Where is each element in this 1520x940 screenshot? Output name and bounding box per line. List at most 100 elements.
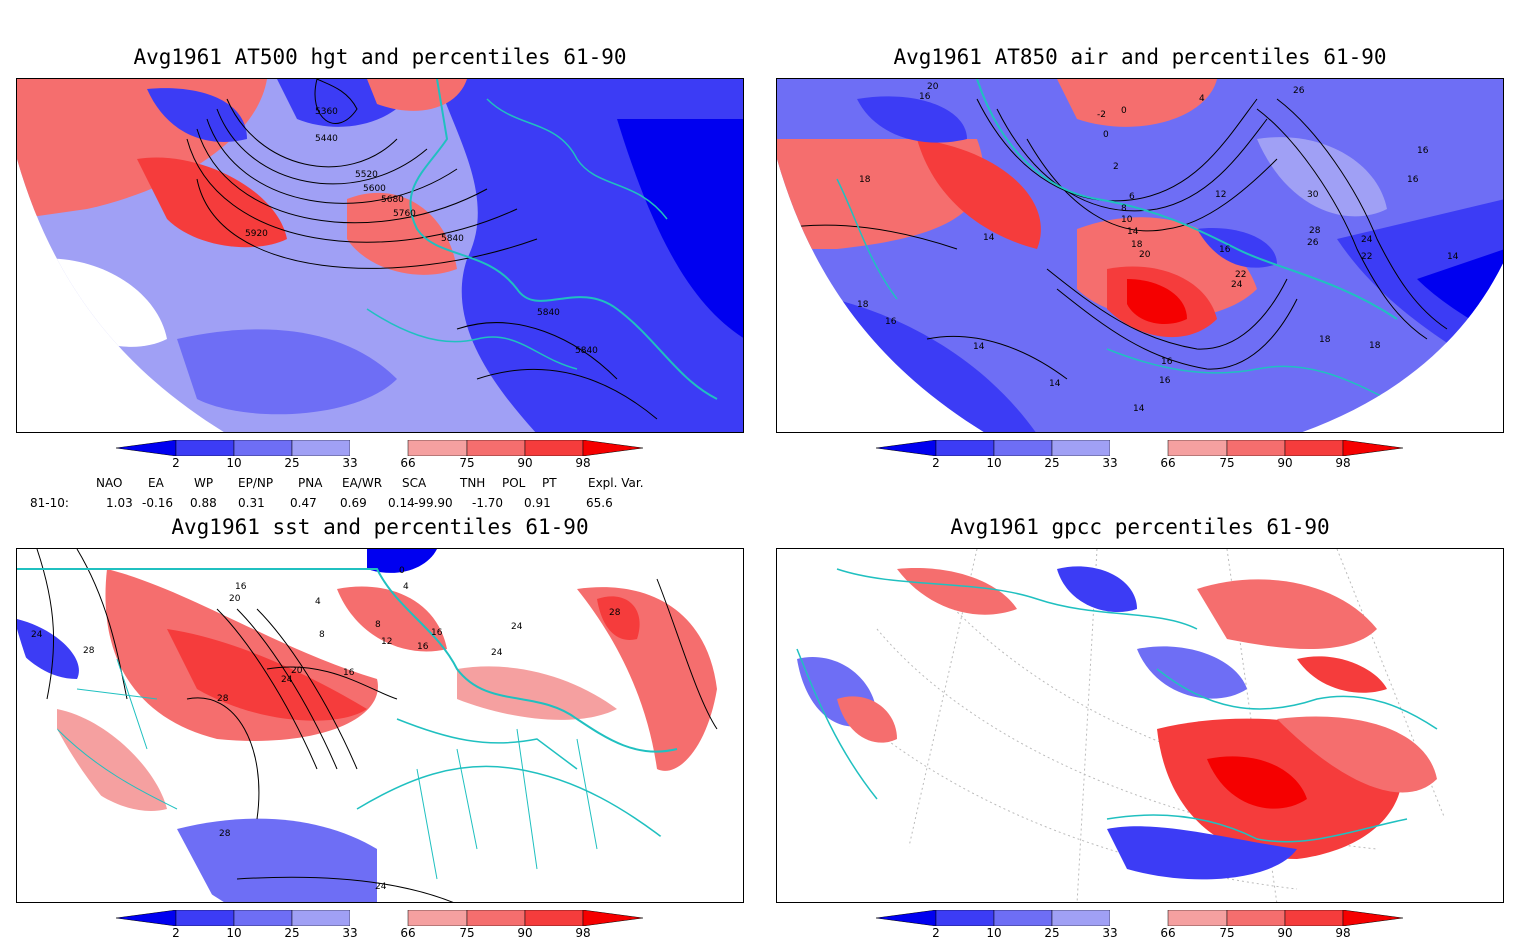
contour-label: 20 [927, 82, 939, 92]
coastline [17, 568, 678, 753]
index-value: 0.31 [238, 496, 265, 510]
contour-label: 2 [1113, 162, 1119, 172]
contour-label: 0 [399, 566, 405, 576]
map-hgt-svg: 5360 5440 5520 5600 5680 5760 5840 5920 … [17, 79, 743, 432]
contour-label: 14 [983, 233, 995, 243]
contour-line [1276, 98, 1448, 330]
colorbar-segment [935, 439, 995, 457]
contour-label: 22 [1361, 252, 1372, 262]
panel-title-sst: Avg1961 sst and percentiles 61-90 [171, 515, 589, 539]
contour-label: 8 [375, 620, 381, 630]
colorbar-label: 90 [517, 926, 533, 940]
colorbar-segment [175, 439, 235, 457]
percentile-field [1257, 137, 1387, 217]
contour-line [196, 128, 488, 224]
percentile-field [57, 709, 167, 811]
index-table: NAO EA WP EP/NP PNA EA/WR SCA TNH POL PT… [30, 476, 730, 514]
index-header: TNH [460, 476, 486, 490]
index-header: Expl. Var. [588, 476, 644, 490]
index-value: -99.90 [414, 496, 453, 510]
colorbar-segment [993, 439, 1053, 457]
colorbar-svg [115, 439, 644, 457]
contour-label: 18 [857, 300, 869, 310]
index-header: EA [148, 476, 164, 490]
contour-label: 14 [1127, 227, 1139, 237]
index-header: PNA [298, 476, 323, 490]
contour-label: 24 [281, 675, 293, 685]
colorbar-label: 2 [172, 926, 180, 940]
colorbar-label: 2 [172, 456, 180, 470]
contour-label: 28 [83, 646, 95, 656]
contour-label: 4 [1199, 94, 1205, 104]
colorbar-label: 25 [284, 456, 300, 470]
index-header: SCA [402, 476, 427, 490]
panel-title-hgt: Avg1961 AT500 hgt and percentiles 61-90 [133, 45, 627, 69]
percentile-field [897, 568, 1017, 615]
colorbar-segment [233, 439, 293, 457]
colorbar-segment [524, 439, 584, 457]
contour-label: 16 [417, 642, 429, 652]
colorbar-label: 25 [1044, 456, 1060, 470]
contour-line [236, 608, 338, 770]
contour-label: 26 [1307, 238, 1319, 248]
contour-label: 18 [1369, 341, 1381, 351]
contour-label: 20 [291, 666, 303, 676]
contour-line [976, 98, 1258, 202]
index-header: EA/WR [342, 476, 383, 490]
contour-label: 4 [403, 582, 409, 592]
contour-line [186, 697, 260, 820]
contour-label: 5840 [575, 346, 598, 356]
contour-label: 16 [1159, 376, 1171, 386]
contour-label: 5600 [363, 184, 386, 194]
percentile-field [577, 587, 717, 771]
contour-label: 28 [609, 608, 621, 618]
percentile-field [917, 139, 1041, 249]
contour-label: 5920 [245, 229, 268, 239]
contour-label: 24 [1231, 280, 1243, 290]
contour-labels: 5360 5440 5520 5600 5680 5760 5840 5920 … [245, 107, 598, 356]
contour-labels: 20 16 -2 0 4 26 0 2 6 8 10 12 14 16 18 2… [857, 82, 1459, 414]
colorbar-arrow-low [115, 439, 177, 457]
colorbar-arrow-low [875, 439, 937, 457]
contour-label: 24 [511, 622, 523, 632]
contour-label: 20 [1139, 250, 1151, 260]
coastline [396, 718, 578, 770]
contour-label: 16 [885, 317, 897, 327]
contour-label: 16 [919, 92, 931, 102]
coastline [1106, 814, 1408, 843]
contour-label: 16 [1407, 175, 1419, 185]
map-gpcc [776, 548, 1504, 903]
contour-label: 16 [1161, 357, 1173, 367]
contour-label: 28 [1309, 226, 1321, 236]
contour-label: 0 [1103, 130, 1109, 140]
contour-label: 24 [375, 882, 387, 892]
contour-label: 12 [381, 637, 392, 647]
map-air: 20 16 -2 0 4 26 0 2 6 8 10 12 14 16 18 2… [776, 78, 1504, 433]
coastline [366, 308, 578, 370]
colorbar-label: 75 [1219, 456, 1235, 470]
colorbar-segment [935, 909, 995, 927]
colorbar-arrow-high [582, 439, 644, 457]
index-value: 0.14 [388, 496, 415, 510]
percentile-field [1277, 716, 1437, 793]
colorbar-arrow-high [582, 909, 644, 927]
colorbar-segment [350, 440, 408, 456]
contour-label: 10 [1121, 215, 1133, 225]
percentile-field [147, 88, 247, 142]
percentile-field [1197, 579, 1377, 649]
contour-line [656, 578, 718, 730]
colorbar-label: 10 [986, 456, 1002, 470]
index-value: -0.16 [142, 496, 174, 510]
contour-line [476, 368, 658, 420]
grid-line [836, 578, 1398, 890]
percentile-field [457, 666, 617, 720]
contour-label: 20 [229, 594, 241, 604]
contour-line [206, 118, 458, 204]
colorbar-label: 10 [226, 456, 242, 470]
contour-line [314, 79, 358, 124]
map-sst-svg: 16 20 24 28 8 4 0 4 8 12 16 16 20 24 16 … [17, 549, 743, 902]
colorbar-segment [233, 909, 293, 927]
coastline [486, 98, 668, 220]
colorbar-label: 75 [459, 926, 475, 940]
contour-line [76, 549, 128, 700]
